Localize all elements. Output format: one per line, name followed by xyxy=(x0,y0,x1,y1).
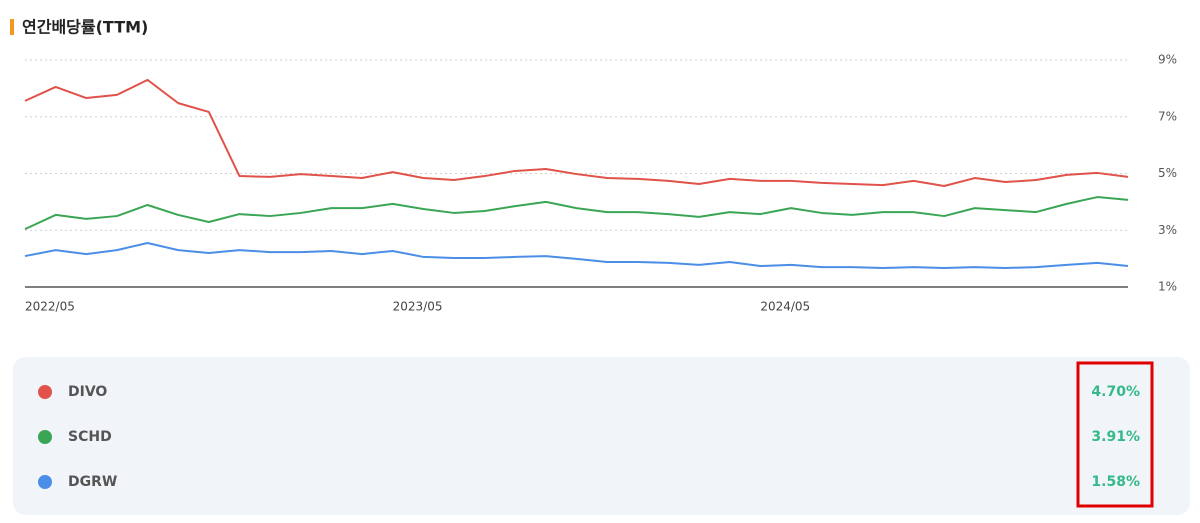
legend-label: DIVO xyxy=(68,384,107,400)
y-tick-label: 5% xyxy=(1158,166,1177,180)
title-marker xyxy=(10,19,14,35)
legend-panel xyxy=(13,357,1190,515)
y-tick-label: 1% xyxy=(1158,280,1177,294)
legend-value: 4.70% xyxy=(1091,384,1140,400)
x-tick-label: 2024/05 xyxy=(760,300,810,314)
y-tick-label: 7% xyxy=(1158,109,1177,123)
y-tick-label: 3% xyxy=(1158,223,1177,237)
highlight-box xyxy=(1076,361,1154,508)
series-line xyxy=(24,196,1129,231)
legend-swatch xyxy=(38,430,52,444)
legend-label: DGRW xyxy=(68,474,117,490)
series-line xyxy=(24,78,1129,187)
x-tick-label: 2023/05 xyxy=(393,300,443,314)
y-tick-label: 9% xyxy=(1158,53,1177,67)
legend-value: 3.91% xyxy=(1091,429,1140,445)
series-line xyxy=(24,242,1129,269)
legend-value: 1.58% xyxy=(1091,474,1140,490)
x-tick-label: 2022/05 xyxy=(25,300,75,314)
legend-swatch xyxy=(38,385,52,399)
legend-swatch xyxy=(38,475,52,489)
chart-title: 연간배당률(TTM) xyxy=(22,18,148,37)
legend-label: SCHD xyxy=(68,429,112,445)
